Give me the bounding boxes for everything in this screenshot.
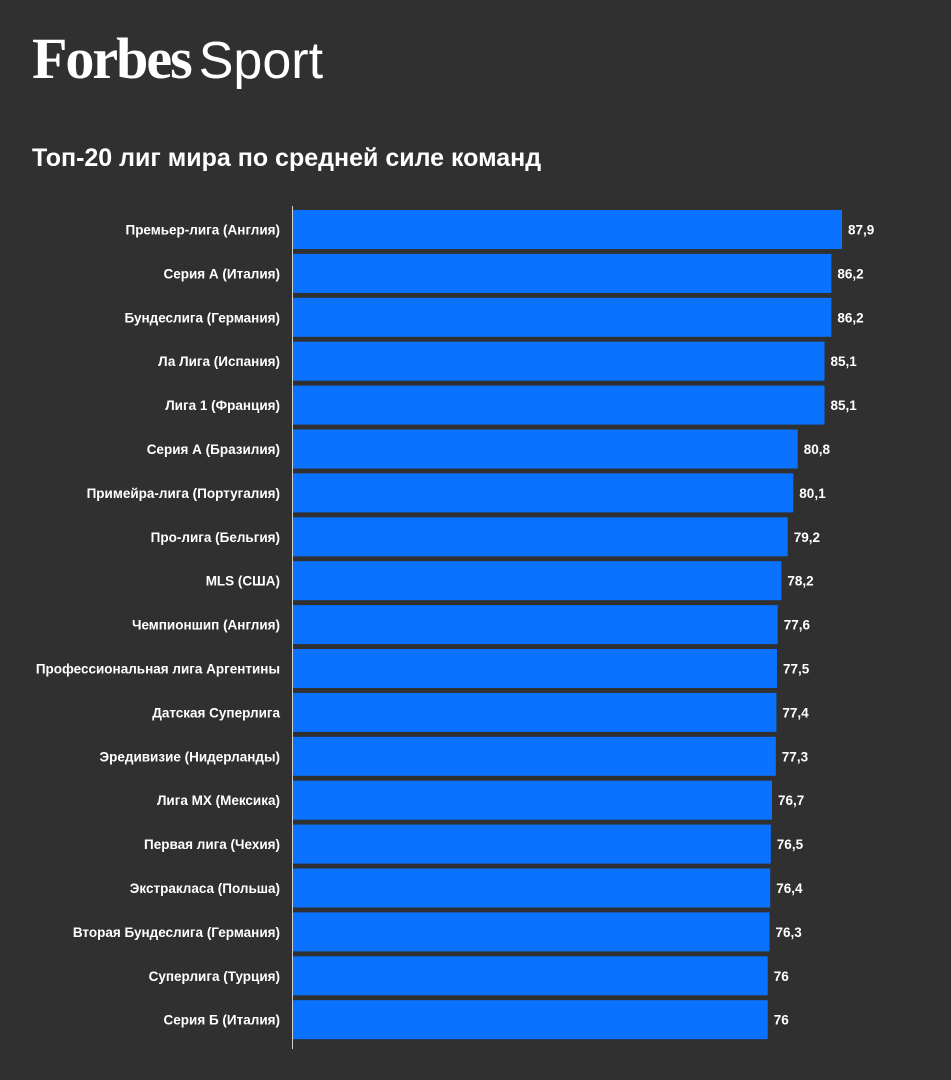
value-label: 77,5 [783,662,810,677]
value-label: 76 [774,1013,790,1028]
category-label: Первая лига (Чехия) [144,837,280,852]
bar [293,649,777,688]
value-label: 78,2 [787,574,813,589]
bar [293,297,832,337]
bar [293,473,794,513]
bar [293,736,776,776]
category-label: Про-лига (Бельгия) [151,530,280,545]
value-label: 87,9 [848,223,874,238]
bar [293,429,798,469]
category-label: Ла Лига (Испания) [158,354,280,369]
bar [293,253,832,293]
bar [293,517,788,557]
value-label: 76,3 [776,925,803,940]
value-label: 85,1 [831,398,858,413]
value-label: 77,4 [782,705,809,720]
category-label: Вторая Бундеслига (Германия) [73,925,280,940]
bar [293,341,825,381]
bar [293,956,768,996]
category-label: Чемпионшип (Англия) [132,618,280,633]
value-label: 76,7 [778,793,804,808]
category-label: Датская Суперлига [152,705,280,720]
value-label: 79,2 [794,530,820,545]
bar [293,912,770,952]
brand-name: Forbes [32,26,193,91]
bar [293,385,825,425]
value-label: 76 [774,969,790,984]
bar [293,692,777,732]
value-label: 80,8 [804,442,831,457]
value-label: 76,5 [777,837,804,852]
category-label: Суперлига (Турция) [149,969,280,984]
bar [293,210,842,249]
bar [293,868,771,908]
category-label: Серия А (Бразилия) [147,442,280,457]
value-label: 77,6 [784,618,811,633]
category-label: Лига 1 (Франция) [165,398,280,413]
value-label: 86,2 [837,266,863,281]
bar [293,1000,768,1040]
category-label: Премьер-лига (Англия) [125,223,280,238]
value-label: 85,1 [831,354,858,369]
bar [293,605,778,645]
category-label: Примейра-лига (Португалия) [87,486,280,501]
category-label: Экстракласа (Польша) [130,881,280,896]
category-label: Лига MX (Мексика) [157,793,280,808]
bar [293,780,772,820]
category-label: Серия Б (Италия) [164,1013,280,1028]
forbes-sport-logo: Forbes Sport [32,24,323,94]
value-label: 77,3 [782,749,809,764]
category-label: MLS (США) [206,574,280,589]
value-label: 86,2 [837,310,863,325]
value-label: 80,1 [799,486,826,501]
chart-title: Топ-20 лиг мира по средней силе команд [32,144,542,172]
category-label: Профессиональная лига Аргентины [36,662,280,677]
bar [293,561,782,601]
category-label: Бундеслига (Германия) [124,310,280,325]
category-label: Эредивизие (Нидерланды) [100,749,280,764]
brand-section: Sport [198,32,324,90]
value-label: 76,4 [776,881,803,896]
category-label: Серия А (Италия) [164,266,281,281]
bar [293,824,771,864]
